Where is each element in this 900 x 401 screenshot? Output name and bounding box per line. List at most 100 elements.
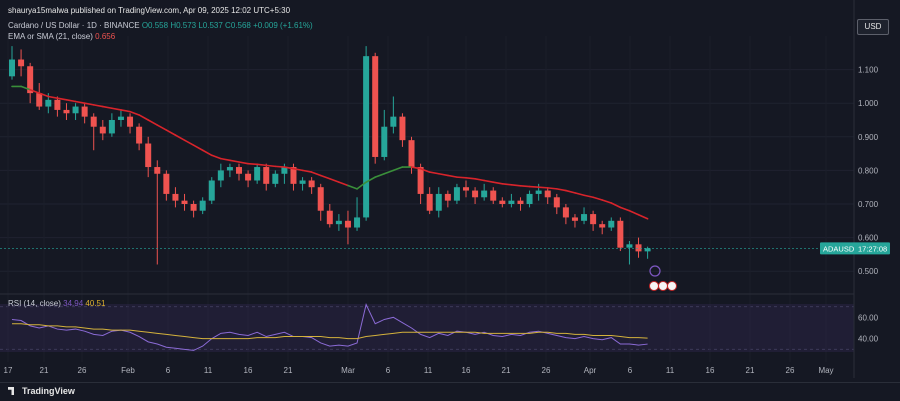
ohlc-high: H0.573 [170,21,197,30]
event-icon [649,265,661,277]
candle-body [599,224,606,228]
ema-segment [74,100,86,104]
candle-body [363,56,370,218]
candle-body [381,126,388,157]
candle-body [199,200,206,211]
time-tick-label: 26 [78,366,87,375]
ema-segment [192,144,204,152]
symbol-name: Cardano / US Dollar · 1D · BINANCE [8,21,140,30]
price-tick-label: 0.500 [858,267,879,276]
ema-segment [174,134,186,141]
candle-body [481,190,488,198]
ema-segment [256,163,268,167]
candle-body [508,200,515,204]
ema-segment [519,185,531,188]
rsi-label: RSI (14, close) [8,299,61,308]
candle-body [226,167,233,171]
candle-body [290,167,297,184]
candle-body [81,106,88,117]
candle-body [435,193,442,211]
ema-segment [419,167,431,173]
ema-segment [292,167,304,172]
rsi-legend[interactable]: RSI (14, close) 34.94 40.51 [8,299,105,308]
rsi-band [0,304,854,352]
candle-body [208,180,215,201]
price-tick-label: 1.000 [858,99,879,108]
time-tick-label: 21 [284,366,293,375]
candle-body [127,116,134,127]
time-tick-label: 21 [502,366,511,375]
candle-body [245,173,252,181]
candle-body [172,193,179,201]
ema-segment [456,176,467,179]
ema-segment [56,97,68,101]
candle-body [36,93,43,107]
price-tick-label: 0.700 [858,200,879,209]
candle-body [27,66,34,94]
time-tick-label: 6 [386,366,391,375]
candle-body [9,59,15,77]
ema-segment [238,161,249,165]
price-tick-label: 0.600 [858,234,879,243]
candle-body [344,220,351,228]
flag-icon [667,281,677,291]
tradingview-logo[interactable]: TradingView [8,386,75,396]
ema-segment [183,139,195,146]
candle-body [317,187,324,211]
candle-body [472,190,479,198]
ema-segment [165,129,177,136]
candle-body [326,210,333,225]
ema-segment [510,184,522,187]
time-tick-label: Mar [341,366,355,375]
ema-segment [265,164,277,168]
candle-body [635,244,642,252]
price-tick-label: 1.100 [858,66,879,75]
candle-body [63,109,70,114]
candle-body [217,170,224,181]
ema-segment [592,196,604,201]
time-axis: 17 21 26 Feb 6 11 16 21 Mar 6 11 16 21 26 Apr 6 11 16 21 26… [4,366,834,375]
ema-segment [428,171,440,175]
ema-segment [347,184,358,190]
rsi-axis: 60.00 40.00 [858,313,879,343]
ohlc-open: O0.558 [141,21,169,30]
candle-body [644,248,651,252]
rsi-tick-label: 40.00 [858,335,879,344]
ema-segment [474,178,485,182]
candle-body [526,193,533,204]
time-tick-label: 26 [542,366,551,375]
candle-body [626,244,633,248]
ohlc-low: L0.537 [198,21,223,30]
ema-segment [365,176,377,183]
ema-segment [83,102,95,106]
price-change: +0.009 (+1.61%) [253,21,313,30]
tradingview-logo-icon [8,387,14,395]
candle-body [108,120,115,134]
ema-segment [210,154,222,160]
current-price-label: ADAUSD 17:27:08 [0,242,890,255]
time-tick-label: 17 [4,366,13,375]
candle-body [190,204,197,211]
candle-body [90,116,97,127]
time-tick-label: 6 [166,366,171,375]
price-tick-label: 0.900 [858,133,879,142]
candle-body [444,193,451,201]
ema-segment [247,162,258,166]
ema-segment [129,110,140,116]
candle-body [72,106,79,114]
ema-segment [555,188,567,192]
candle-body [571,217,578,221]
ema-segment [156,124,168,131]
ema-segment [465,176,476,180]
candle-body [163,173,170,194]
ema-label: EMA or SMA (21, close) [8,32,93,41]
ema-segment [374,172,386,178]
ema-segment [410,166,422,170]
footer-bar [0,382,900,401]
ema-segment [501,183,513,186]
ema-legend[interactable]: EMA or SMA (21, close) 0.656 [8,32,115,41]
ema-segment [102,105,113,110]
currency-button[interactable]: USD [857,19,889,35]
ema-segment [619,206,631,212]
